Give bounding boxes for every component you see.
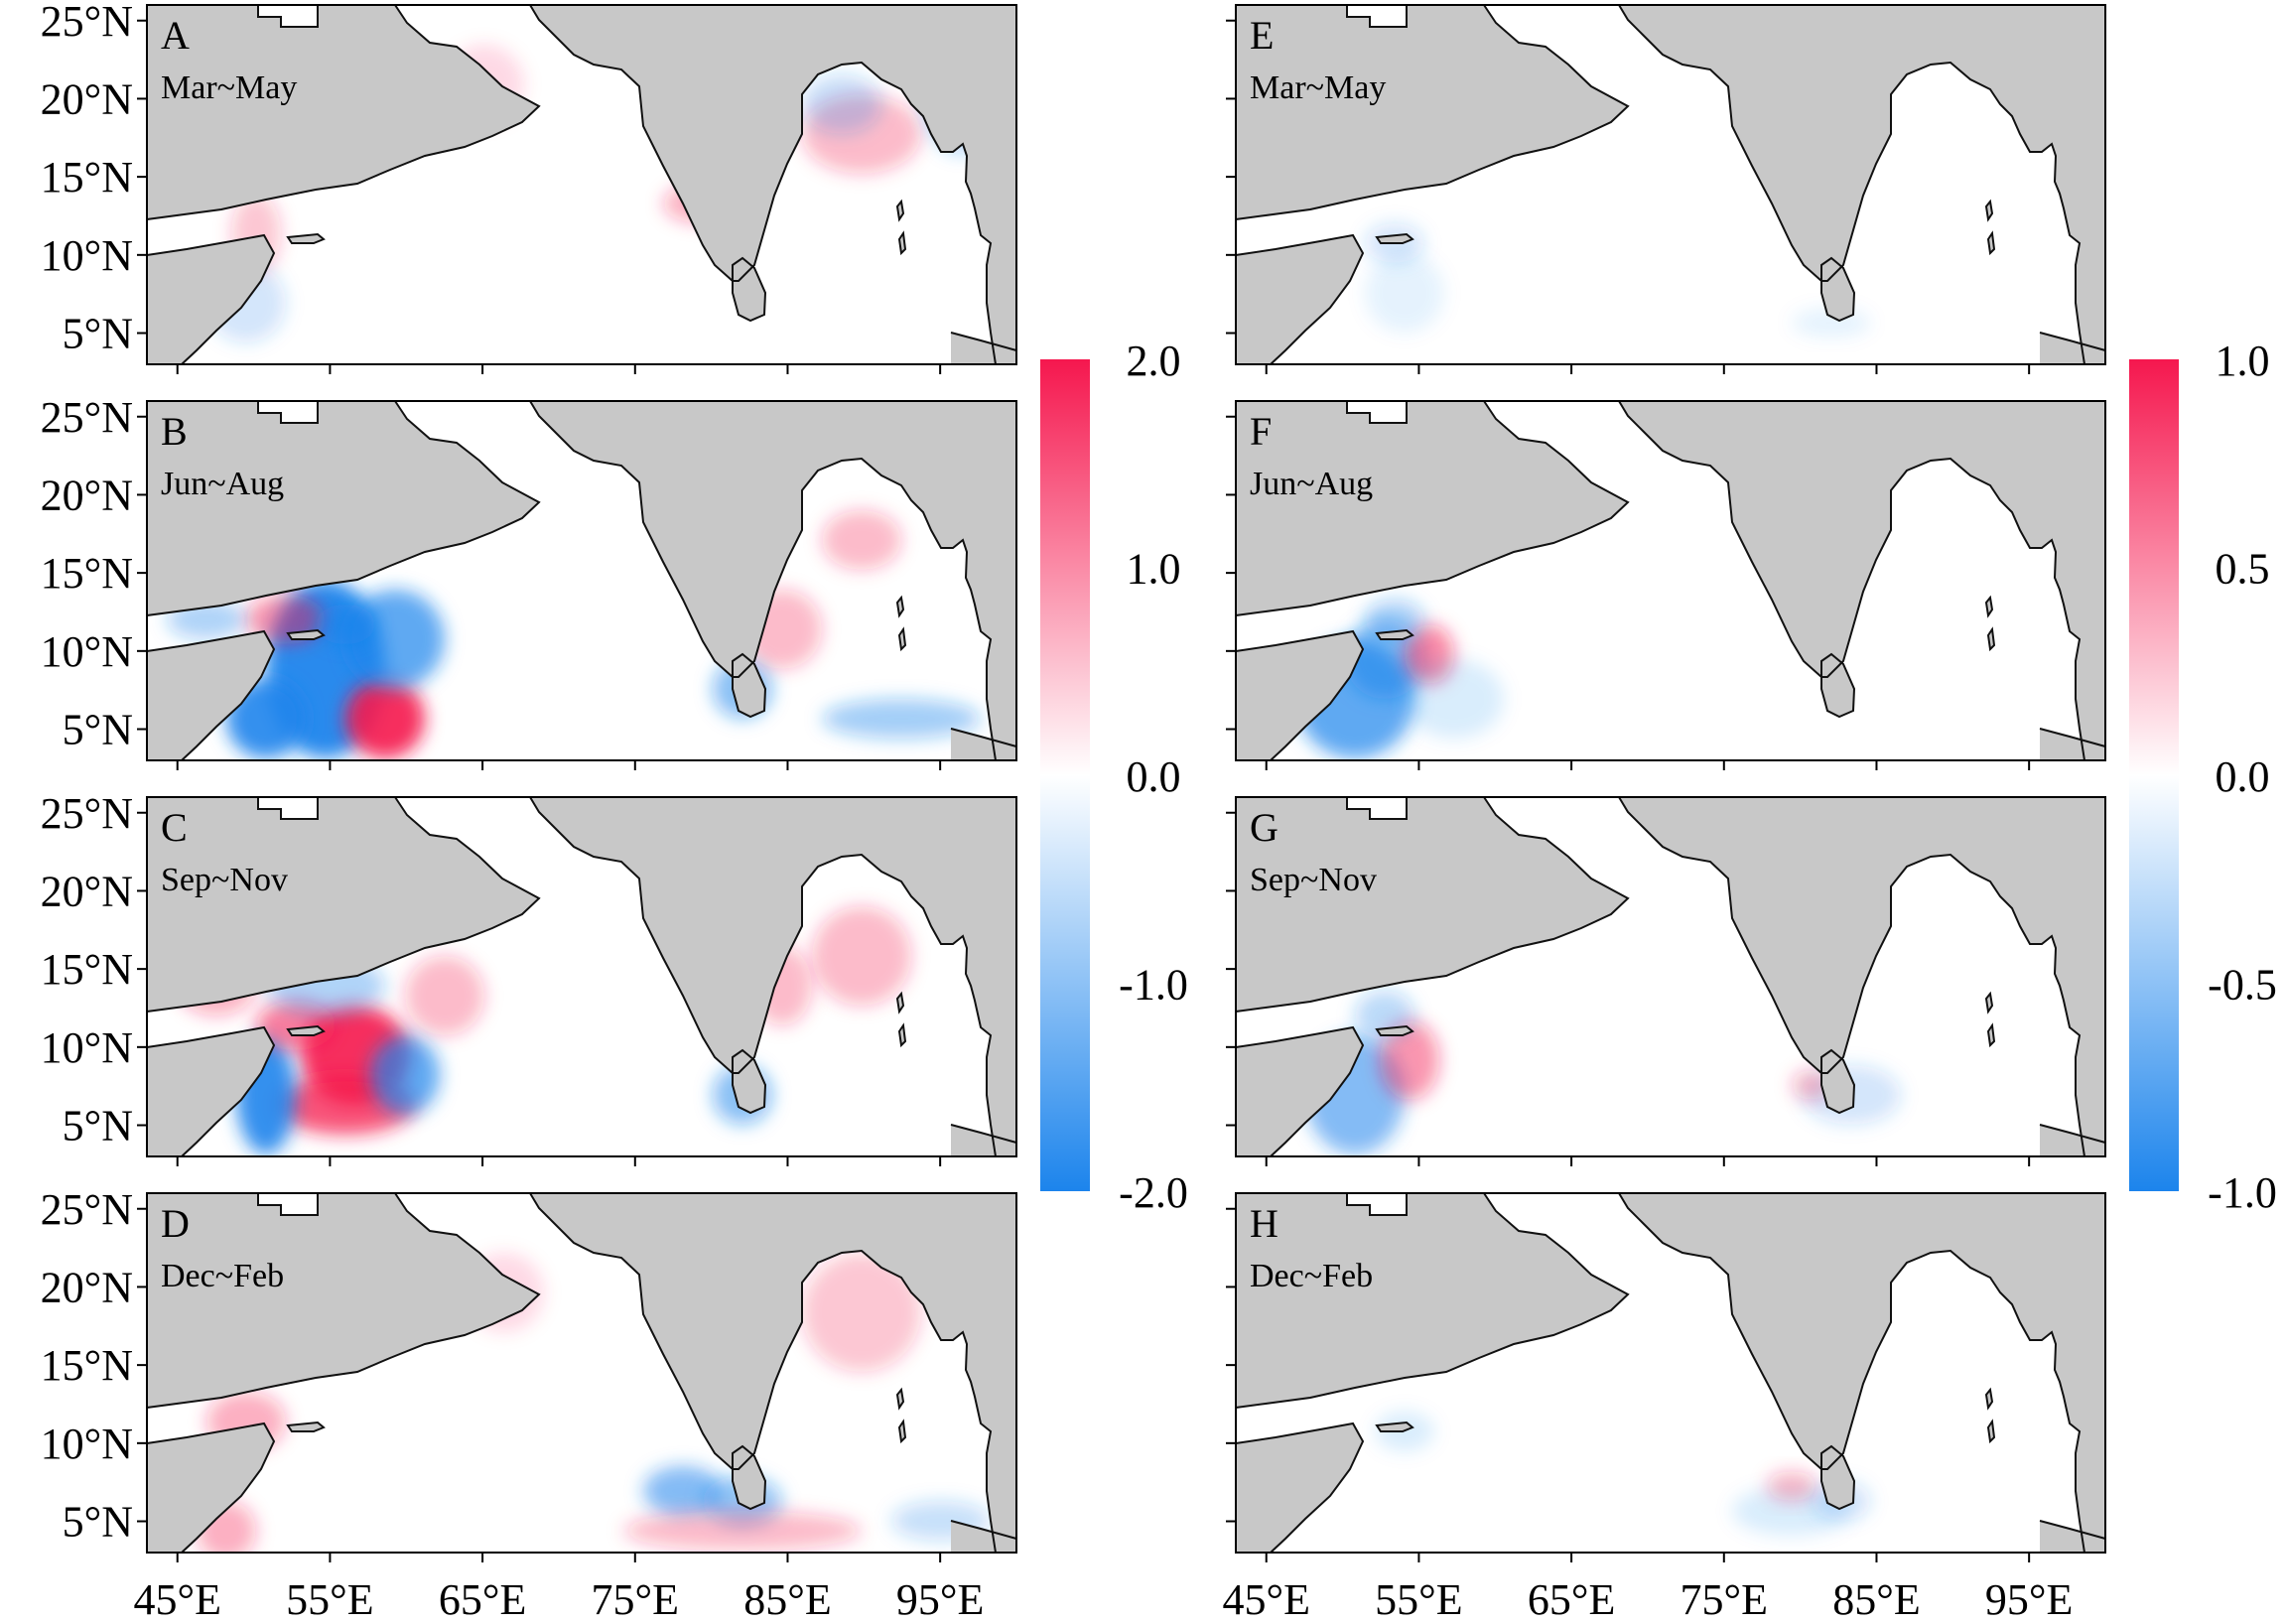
map-frame [146,4,1017,365]
panel-letter: F [1250,409,1272,454]
x-tick-label: 75°E [1681,1575,1768,1624]
anomaly-patch [812,906,911,1006]
panel-season: Jun~Aug [161,466,284,502]
map-frame [1235,4,2106,365]
y-tick-label: 25°N [41,393,133,442]
panel-letter: G [1250,805,1278,850]
x-tick-label: 65°E [439,1575,526,1624]
anomaly-patch [1365,253,1444,333]
anomaly-patch [370,1035,440,1115]
anomaly-patch [643,1466,723,1516]
y-tick-label: 25°N [41,1185,133,1234]
y-tick-label: 10°N [41,231,133,280]
y-tick-label: 10°N [41,1420,133,1468]
panel-letter: H [1250,1201,1278,1246]
y-tick-label: 10°N [41,1023,133,1072]
colorbar-label: -2.0 [1119,1168,1188,1217]
colorbar-right: 1.0 0.5 0.0 -0.5 -1.0 [2129,337,2277,1217]
colorbar-label: -1.0 [2208,1168,2277,1217]
map-frame [1235,1192,2106,1554]
panel-letter: E [1250,13,1274,58]
panel-a: A Mar~May 25°N 20°N 15°N 10°N 5°N [41,0,1017,374]
anomaly-patch [802,74,881,134]
x-tick-label: 65°E [1528,1575,1615,1624]
panel-e: E Mar~May [1226,4,2106,374]
map-frame [146,400,1017,761]
x-tick-label: 45°E [133,1575,220,1624]
anomaly-patch [1365,600,1424,639]
panel-season: Mar~May [1250,69,1386,106]
colorbar-label: 2.0 [1127,337,1181,385]
anomaly-patch [1767,1471,1816,1501]
anomaly-patch [1380,1020,1439,1100]
y-tick-label: 5°N [63,1498,133,1547]
panel-letter: C [161,805,188,850]
y-tick-label: 20°N [41,471,133,519]
y-tick-label: 5°N [63,1102,133,1150]
panel-d: D Dec~Feb 25°N 20°N 15°N 10°N 5°N45°E 55°E 65°E 7… [41,1185,1017,1624]
anomaly-patch [623,1511,862,1551]
panel-f: F Jun~Aug [1226,400,2106,770]
x-tick-label: 75°E [592,1575,679,1624]
colorbar-label: 0.0 [1127,752,1181,801]
x-tick-label: 95°E [896,1575,984,1624]
panel-c: C Sep~Nov 25°N 20°N 15°N 10°N 5°N [41,789,1017,1166]
colorbar-left: 2.0 1.0 0.0 -1.0 -2.0 [1040,337,1188,1217]
colorbar-gradient [2129,359,2179,1191]
y-tick-label: 15°N [41,153,133,202]
panel-letter: B [161,409,188,454]
panel-season: Jun~Aug [1250,466,1373,502]
anomaly-patch [316,605,375,644]
y-tick-label: 25°N [41,789,133,838]
anomaly-patch [345,679,425,758]
x-tick-label: 85°E [743,1575,831,1624]
y-tick-label: 15°N [41,1341,133,1390]
x-tick-label: 95°E [1985,1575,2073,1624]
anomaly-patch [822,510,901,570]
y-tick-label: 15°N [41,549,133,598]
panel-season: Dec~Feb [1250,1258,1373,1294]
map-frame [1235,400,2106,761]
map-frame [146,796,1017,1157]
colorbar-label: 0.0 [2216,752,2270,801]
map-frame [1235,796,2106,1157]
y-tick-label: 5°N [63,310,133,358]
y-tick-label: 25°N [41,0,133,46]
x-tick-label: 45°E [1222,1575,1309,1624]
panel-season: Dec~Feb [161,1258,284,1294]
y-tick-label: 20°N [41,1263,133,1311]
colorbar-label: 1.0 [2216,337,2270,385]
panel-season: Sep~Nov [161,862,288,898]
y-tick-label: 10°N [41,627,133,676]
anomaly-patch [226,679,306,758]
colorbar-label: -1.0 [1119,961,1188,1010]
x-tick-label: 85°E [1832,1575,1920,1624]
colorbar-label: 1.0 [1127,545,1181,594]
colorbar-gradient [1040,359,1090,1191]
x-tick-label: 55°E [1375,1575,1462,1624]
panel-g: G Sep~Nov [1226,796,2106,1166]
panel-season: Mar~May [161,69,297,106]
panel-h: H Dec~Feb 45°E 55°E 65°E 75°E 85°E 95°E [1222,1192,2106,1624]
colorbar-label: -0.5 [2208,961,2277,1010]
panel-b: B Jun~Aug 25°N 20°N 15°N 10°N 5°N [41,393,1017,770]
anomaly-patch [1405,659,1504,739]
panel-letter: D [161,1201,190,1246]
y-tick-label: 5°N [63,706,133,754]
panel-season: Sep~Nov [1250,862,1377,898]
y-tick-label: 20°N [41,74,133,123]
anomaly-field [1365,223,1871,338]
x-tick-label: 55°E [286,1575,373,1624]
y-tick-label: 20°N [41,867,133,915]
colorbar-label: 0.5 [2216,545,2270,594]
anomaly-patch [405,956,484,1035]
anomaly-patch [822,699,981,739]
y-tick-label: 15°N [41,945,133,994]
anomaly-patch [802,1253,921,1372]
map-frame [146,1192,1017,1554]
panel-letter: A [161,13,190,58]
